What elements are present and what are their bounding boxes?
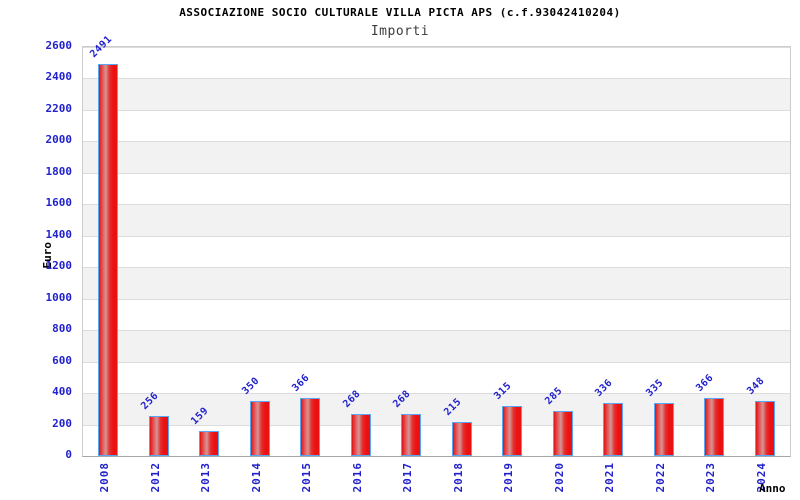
y-tick-label-1200: 1200 <box>45 259 73 273</box>
grid-band <box>83 204 790 236</box>
grid-band <box>83 172 790 205</box>
bar-2017 <box>401 413 422 456</box>
bar-2023 <box>704 398 725 456</box>
grid-band <box>83 361 790 394</box>
x-tick-label-2014: 2014 <box>249 462 263 493</box>
x-tick-label-2013: 2013 <box>199 462 213 493</box>
bar-2019 <box>502 406 523 456</box>
y-tick-label-2200: 2200 <box>45 101 73 115</box>
x-tick-label-2023: 2023 <box>704 462 718 493</box>
grid-band <box>83 267 790 299</box>
x-tick-label-2019: 2019 <box>502 462 516 493</box>
x-tick-label-2017: 2017 <box>401 462 415 493</box>
y-tick-label-2000: 2000 <box>45 133 73 147</box>
bar-2018 <box>451 422 472 456</box>
bar-2016 <box>350 413 371 456</box>
x-axis-title: Anno <box>759 482 786 495</box>
bar-2020 <box>552 411 573 456</box>
y-tick-label-2400: 2400 <box>45 70 73 84</box>
x-tick-label-2008: 2008 <box>98 462 112 493</box>
grid-band <box>83 330 790 362</box>
bar-2013 <box>199 431 220 456</box>
y-tick-label-2600: 2600 <box>45 39 73 52</box>
x-tick-label-2021: 2021 <box>603 462 617 493</box>
chart-subtitle: Importi <box>370 24 430 39</box>
grid-band <box>83 78 790 110</box>
y-tick-label-1400: 1400 <box>45 227 73 241</box>
grid-band <box>83 141 790 173</box>
grid-band <box>83 424 790 456</box>
x-tick-label-2016: 2016 <box>350 462 364 493</box>
bar-2008 <box>98 64 119 456</box>
y-tick-label-800: 800 <box>52 322 72 336</box>
y-tick-label-1000: 1000 <box>45 290 73 304</box>
bar-2024 <box>754 401 775 456</box>
x-tick-label-2022: 2022 <box>653 462 667 493</box>
bar-2021 <box>603 403 624 456</box>
grid-band <box>83 298 790 331</box>
y-tick-label-200: 200 <box>52 416 72 430</box>
x-tick-label-2015: 2015 <box>300 462 314 493</box>
x-tick-label-2018: 2018 <box>451 462 465 493</box>
chart-title: ASSOCIAZIONE SOCIO CULTURALE VILLA PICTA… <box>179 6 621 19</box>
bar-2012 <box>148 415 169 456</box>
grid-band <box>83 47 790 79</box>
bar-2022 <box>653 403 674 456</box>
bar-2015 <box>300 398 321 456</box>
y-tick-label-0: 0 <box>65 448 72 461</box>
y-tick-label-1600: 1600 <box>45 196 73 210</box>
y-tick-label-400: 400 <box>52 385 72 399</box>
plot-area: 2491 256 159 350 366 268 268 215 315 285 336 335 366… <box>82 34 791 457</box>
x-tick-label-2012: 2012 <box>148 462 162 493</box>
grid-band <box>83 109 790 142</box>
grid-band <box>83 235 790 268</box>
x-tick-label-2020: 2020 <box>552 462 566 493</box>
y-tick-label-600: 600 <box>52 353 72 367</box>
bar-2014 <box>249 400 270 456</box>
y-tick-label-1800: 1800 <box>45 164 73 178</box>
